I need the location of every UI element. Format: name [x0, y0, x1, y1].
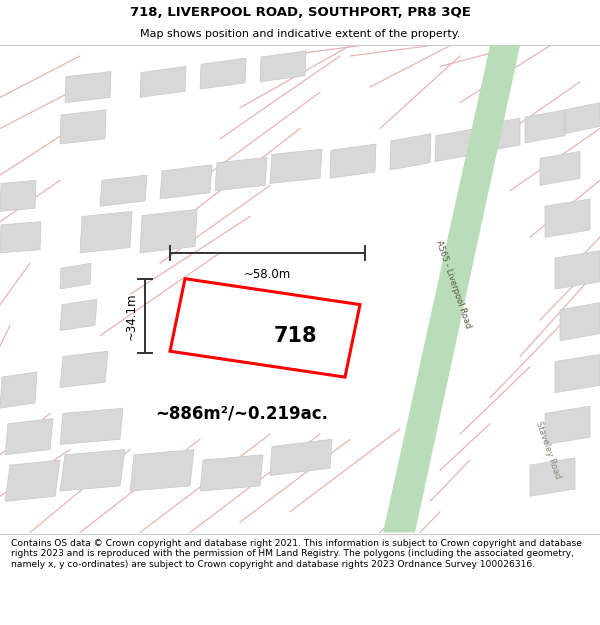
Polygon shape [65, 71, 111, 102]
Polygon shape [215, 158, 267, 191]
Polygon shape [435, 129, 476, 162]
Polygon shape [130, 449, 194, 491]
Polygon shape [100, 175, 147, 206]
Polygon shape [330, 144, 376, 178]
Polygon shape [60, 351, 108, 388]
Polygon shape [545, 406, 590, 444]
Polygon shape [160, 165, 212, 199]
Polygon shape [60, 449, 125, 491]
Polygon shape [270, 149, 322, 183]
Polygon shape [60, 263, 91, 289]
Polygon shape [5, 419, 53, 455]
Text: Contains OS data © Crown copyright and database right 2021. This information is : Contains OS data © Crown copyright and d… [11, 539, 581, 569]
Polygon shape [200, 455, 263, 491]
Polygon shape [60, 110, 106, 144]
Polygon shape [383, 46, 520, 532]
Polygon shape [0, 180, 36, 211]
Text: A565 - Liverpool Road: A565 - Liverpool Road [434, 239, 472, 329]
Text: ~58.0m: ~58.0m [244, 268, 291, 281]
Text: Staveley Road: Staveley Road [534, 419, 562, 479]
Text: ~34.1m: ~34.1m [125, 292, 137, 340]
Polygon shape [140, 66, 186, 98]
Polygon shape [0, 372, 37, 408]
Polygon shape [270, 439, 332, 476]
Polygon shape [565, 102, 600, 134]
Polygon shape [530, 458, 575, 496]
Polygon shape [80, 211, 132, 252]
Polygon shape [200, 58, 246, 89]
Polygon shape [540, 151, 580, 186]
Polygon shape [0, 222, 41, 253]
Text: 718: 718 [273, 326, 317, 346]
Polygon shape [555, 354, 600, 392]
Polygon shape [480, 118, 520, 152]
Polygon shape [260, 51, 306, 82]
Text: Map shows position and indicative extent of the property.: Map shows position and indicative extent… [140, 29, 460, 39]
Text: 718, LIVERPOOL ROAD, SOUTHPORT, PR8 3QE: 718, LIVERPOOL ROAD, SOUTHPORT, PR8 3QE [130, 6, 470, 19]
Polygon shape [545, 199, 590, 238]
Text: ~886m²/~0.219ac.: ~886m²/~0.219ac. [155, 404, 328, 422]
Polygon shape [390, 134, 431, 170]
Polygon shape [60, 299, 97, 331]
Polygon shape [60, 408, 123, 444]
Polygon shape [140, 209, 197, 252]
Polygon shape [555, 251, 600, 289]
Polygon shape [560, 302, 600, 341]
Polygon shape [5, 460, 60, 501]
Polygon shape [170, 279, 360, 377]
Polygon shape [525, 110, 565, 143]
